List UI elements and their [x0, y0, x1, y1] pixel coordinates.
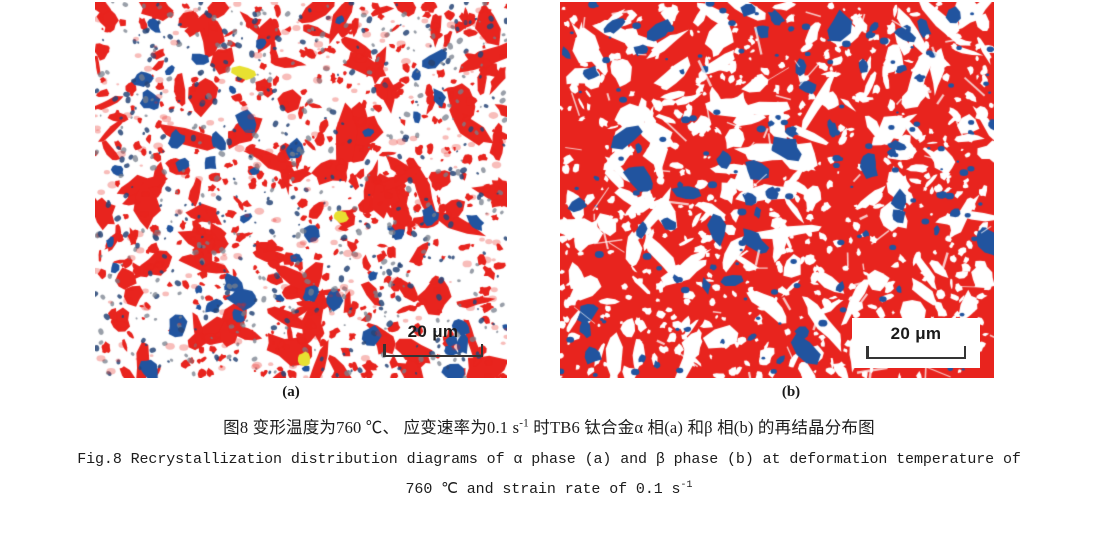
scale-bar-panel-b: 20 μm: [852, 318, 980, 368]
micrograph-panel-b: 20 μm: [560, 2, 994, 378]
caption-en-exponent: -1: [680, 479, 693, 491]
caption-chinese: 图8 变形温度为760 ℃、 应变速率为0.1 s-1 时TB6 钛合金α 相(…: [0, 417, 1098, 437]
caption-english-line1: Fig.8 Recrystallization distribution dia…: [77, 450, 1021, 468]
caption-cn-exponent: -1: [519, 417, 529, 430]
alpha-phase-map-image: [95, 2, 507, 378]
micrograph-panel-a: 20 μm: [95, 2, 507, 378]
caption-cn-prefix: 图8 变形温度为760 ℃、 应变速率为0.1 s: [223, 418, 520, 437]
caption-en-prefix: 760 ℃ and strain rate of 0.1 s: [405, 480, 681, 498]
caption-cn-middle: 时TB6 钛合金α 相(a) 和β 相(b) 的再结晶分布图: [528, 418, 875, 437]
scale-bar-rule-b: [866, 346, 966, 359]
scale-bar-panel-a: 20 μm: [383, 323, 483, 357]
caption-english-line2: 760 ℃ and strain rate of 0.1 s-1: [0, 479, 1098, 498]
panel-label-b: (b): [781, 384, 801, 400]
beta-phase-map-image: [560, 2, 994, 378]
panel-label-a: (a): [282, 384, 300, 400]
scale-bar-label-b: 20 μm: [890, 324, 942, 343]
scale-bar-line-a: [383, 354, 483, 357]
scale-bar-line-b: [866, 356, 966, 359]
scale-bar-label-a: 20 μm: [407, 322, 459, 341]
figure-caption: 图8 变形温度为760 ℃、 应变速率为0.1 s-1 时TB6 钛合金α 相(…: [0, 417, 1098, 498]
scale-bar-rule-a: [383, 344, 483, 357]
